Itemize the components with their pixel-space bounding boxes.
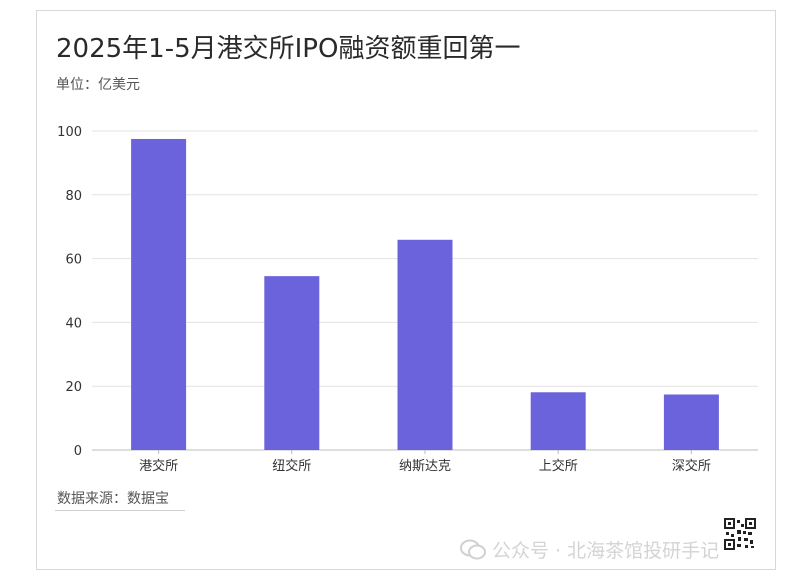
chart-title: 2025年1-5月港交所IPO融资额重回第一 bbox=[56, 34, 521, 64]
wechat-icon bbox=[460, 539, 486, 561]
bar-1 bbox=[264, 276, 320, 450]
watermark-text: 公众号 · 北海茶馆投研手记 bbox=[492, 540, 720, 562]
y-tick-label: 40 bbox=[65, 316, 82, 331]
x-tick-label: 深交所 bbox=[672, 458, 711, 474]
y-tick-label: 80 bbox=[65, 189, 82, 204]
x-tick-label: 纳斯达克 bbox=[399, 459, 451, 474]
source-divider bbox=[55, 510, 185, 511]
bar-0 bbox=[131, 138, 187, 450]
chart-unit-label: 单位：亿美元 bbox=[56, 77, 140, 93]
y-tick-label: 20 bbox=[65, 380, 82, 395]
watermark: 公众号 · 北海茶馆投研手记 bbox=[460, 536, 719, 563]
y-tick-label: 0 bbox=[74, 444, 82, 459]
x-tick-label: 上交所 bbox=[539, 458, 578, 474]
bar-2 bbox=[397, 239, 453, 450]
y-tick-label: 100 bbox=[57, 125, 82, 140]
y-tick-label: 60 bbox=[65, 253, 82, 268]
bar-3 bbox=[530, 392, 586, 450]
data-source-label: 数据来源：数据宝 bbox=[57, 491, 169, 507]
bar-4 bbox=[663, 394, 719, 450]
qr-code-icon bbox=[724, 518, 756, 550]
x-tick-label: 纽交所 bbox=[272, 458, 311, 474]
x-tick-label: 港交所 bbox=[139, 458, 178, 474]
